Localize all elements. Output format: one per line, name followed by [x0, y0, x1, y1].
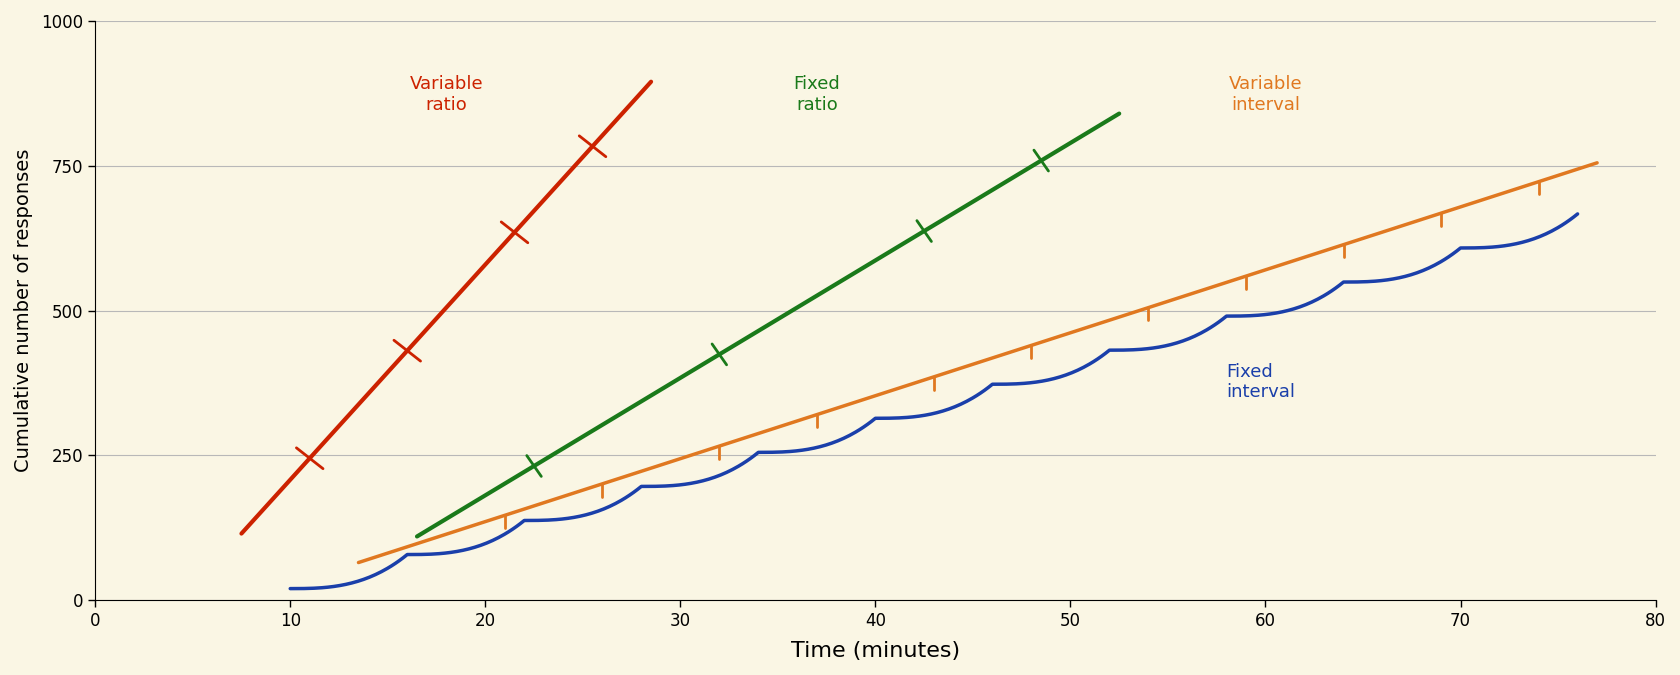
Text: Fixed
interval: Fixed interval [1226, 362, 1295, 402]
Text: Fixed
ratio: Fixed ratio [793, 75, 840, 113]
X-axis label: Time (minutes): Time (minutes) [791, 641, 959, 661]
Y-axis label: Cumulative number of responses: Cumulative number of responses [13, 149, 34, 472]
Text: Variable
interval: Variable interval [1228, 75, 1302, 113]
Text: Variable
ratio: Variable ratio [410, 75, 484, 113]
